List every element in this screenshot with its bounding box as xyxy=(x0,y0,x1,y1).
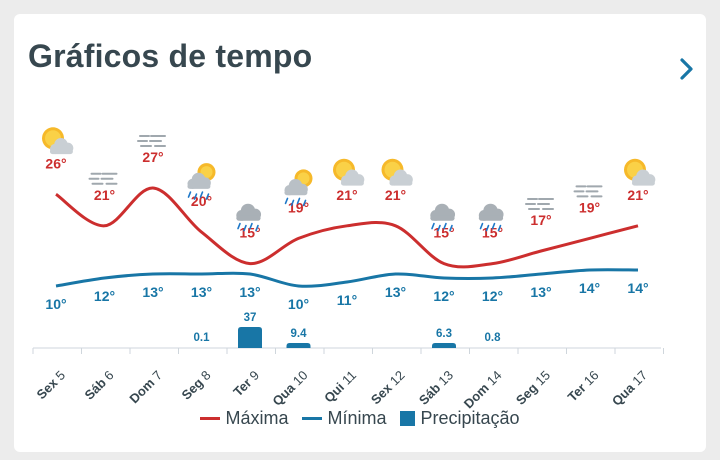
sun-cloud-icon xyxy=(42,127,74,155)
cloud-rain-icon xyxy=(236,203,262,232)
min-temp-label: 10° xyxy=(288,296,309,312)
precip-bar[interactable] xyxy=(432,343,456,348)
max-temp-label: 21° xyxy=(627,187,648,203)
legend-max[interactable]: Máxima xyxy=(200,408,288,429)
min-temp-line xyxy=(55,268,639,288)
cloud-rain-icon xyxy=(430,203,456,232)
x-tick-label: Seg 15 xyxy=(513,368,553,408)
legend-precip-swatch xyxy=(400,411,416,426)
max-temp-label: 19° xyxy=(579,199,600,215)
chart-legend: Máxima Mínima Precipitação xyxy=(0,408,720,429)
fog-icon xyxy=(137,135,166,147)
min-temp-label: 12° xyxy=(94,288,115,304)
min-temp-label: 13° xyxy=(239,284,260,300)
x-tick-label: Seg 8 xyxy=(178,368,213,403)
x-tick-label: Sex 12 xyxy=(368,368,408,408)
max-temp-label: 21° xyxy=(94,187,115,203)
cloud-rain-icon xyxy=(478,203,504,232)
min-temp-label: 11° xyxy=(337,292,357,308)
min-temp-label: 10° xyxy=(45,296,66,312)
min-temp-label: 13° xyxy=(142,284,163,300)
legend-min-swatch xyxy=(302,417,323,420)
x-tick-label: Qua 10 xyxy=(269,368,310,409)
x-tick-label: Ter 9 xyxy=(230,368,262,400)
legend-min[interactable]: Mínima xyxy=(302,408,386,429)
min-temp-label: 12° xyxy=(433,288,454,304)
sun-cloud-rain-icon xyxy=(284,169,313,207)
x-tick-label: Dom 7 xyxy=(126,368,165,407)
max-temp-label: 27° xyxy=(142,149,163,165)
precip-bar[interactable] xyxy=(238,327,262,348)
min-temp-label: 13° xyxy=(385,284,406,300)
max-temp-label: 21° xyxy=(336,187,357,203)
sun-cloud-icon xyxy=(381,158,413,186)
x-tick-label: Qua 17 xyxy=(609,368,650,409)
min-temp-label: 14° xyxy=(627,280,648,296)
legend-precip[interactable]: Precipitação xyxy=(400,408,520,429)
sun-cloud-icon xyxy=(333,158,365,186)
max-temp-label: 21° xyxy=(385,187,406,203)
sun-cloud-icon xyxy=(624,158,656,186)
min-temp-label: 14° xyxy=(579,280,600,296)
sun-cloud-rain-icon xyxy=(187,163,216,200)
min-temp-label: 12° xyxy=(482,288,503,304)
page-title: Gráficos de tempo xyxy=(28,38,313,74)
x-tick-label: Qui 11 xyxy=(321,368,359,406)
legend-precip-label: Precipitação xyxy=(420,408,520,428)
fog-icon xyxy=(88,172,118,185)
max-temp-label: 17° xyxy=(530,212,551,228)
precip-label: 6.3 xyxy=(436,328,452,340)
precip-label: 37 xyxy=(244,312,257,324)
fog-icon xyxy=(573,185,603,198)
x-tick-label: Sex 5 xyxy=(33,368,68,403)
x-tick-label: Sáb 13 xyxy=(416,368,456,408)
chevron-right-icon[interactable] xyxy=(676,54,698,84)
precip-label: 0.8 xyxy=(485,332,502,344)
min-temp-label: 13° xyxy=(530,284,551,300)
precip-label: 9.4 xyxy=(291,328,308,340)
legend-min-label: Mínima xyxy=(327,408,387,428)
legend-max-label: Máxima xyxy=(225,408,289,428)
precip-label: 0.1 xyxy=(194,332,211,344)
legend-max-swatch xyxy=(200,417,221,420)
x-tick-label: Ter 16 xyxy=(565,368,602,405)
max-temp-line xyxy=(55,186,639,269)
max-temp-label: 26° xyxy=(45,155,66,171)
precip-bar[interactable] xyxy=(286,343,311,348)
weather-charts-card: Gráficos de tempo xyxy=(14,14,706,452)
fog-icon xyxy=(525,198,554,210)
x-tick-label: Dom 14 xyxy=(461,368,505,412)
x-tick-label: Sáb 6 xyxy=(81,368,116,403)
min-temp-label: 13° xyxy=(191,284,212,300)
